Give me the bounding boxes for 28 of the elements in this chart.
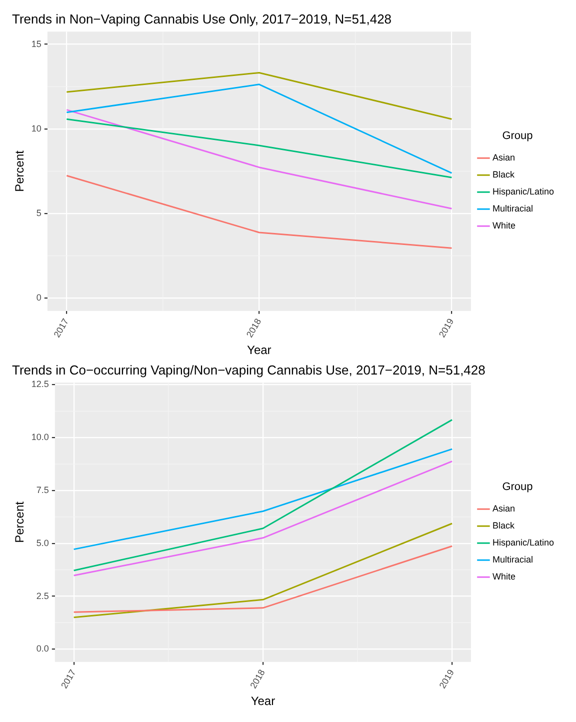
legend-label: Multiracial: [492, 554, 533, 565]
y-tick-label: 5: [36, 208, 42, 218]
x-axis-title: Year: [247, 343, 272, 358]
y-tick-label: 7.5: [36, 484, 49, 495]
legend-title: Group: [502, 480, 533, 493]
chart-title: Trends in Co−occurring Vaping/Non−vaping Cannabis Use, 2017−2019, N=51,428: [12, 362, 486, 378]
legend-label: White: [492, 572, 516, 582]
legend-label: Hispanic/Latino: [492, 538, 554, 548]
y-tick-label: 12.5: [31, 379, 49, 390]
legend-label: Black: [492, 520, 515, 531]
legend-title: Group: [502, 130, 533, 142]
y-axis-title: Percent: [12, 500, 27, 543]
y-axis-title: Percent: [12, 150, 27, 192]
y-tick-label: 5.0: [36, 538, 49, 548]
legend-label: Black: [492, 170, 515, 180]
chart-title: Trends in Non−Vaping Cannabis Use Only, 2017−2019, N=51,428: [12, 11, 392, 26]
legend-label: Asian: [492, 504, 515, 514]
legend-label: White: [492, 220, 516, 231]
legend-label: Asian: [492, 152, 515, 163]
y-tick-label: 10: [31, 123, 42, 134]
y-tick-label: 2.5: [36, 590, 49, 601]
y-tick-label: 15: [31, 38, 42, 49]
legend-label: Hispanic/Latino: [492, 186, 554, 197]
y-tick-label: 0: [36, 292, 42, 303]
legend-label: Multiracial: [492, 204, 533, 214]
y-tick-label: 10.0: [31, 432, 49, 442]
x-axis-title: Year: [250, 694, 276, 708]
y-tick-label: 0.0: [36, 644, 49, 654]
